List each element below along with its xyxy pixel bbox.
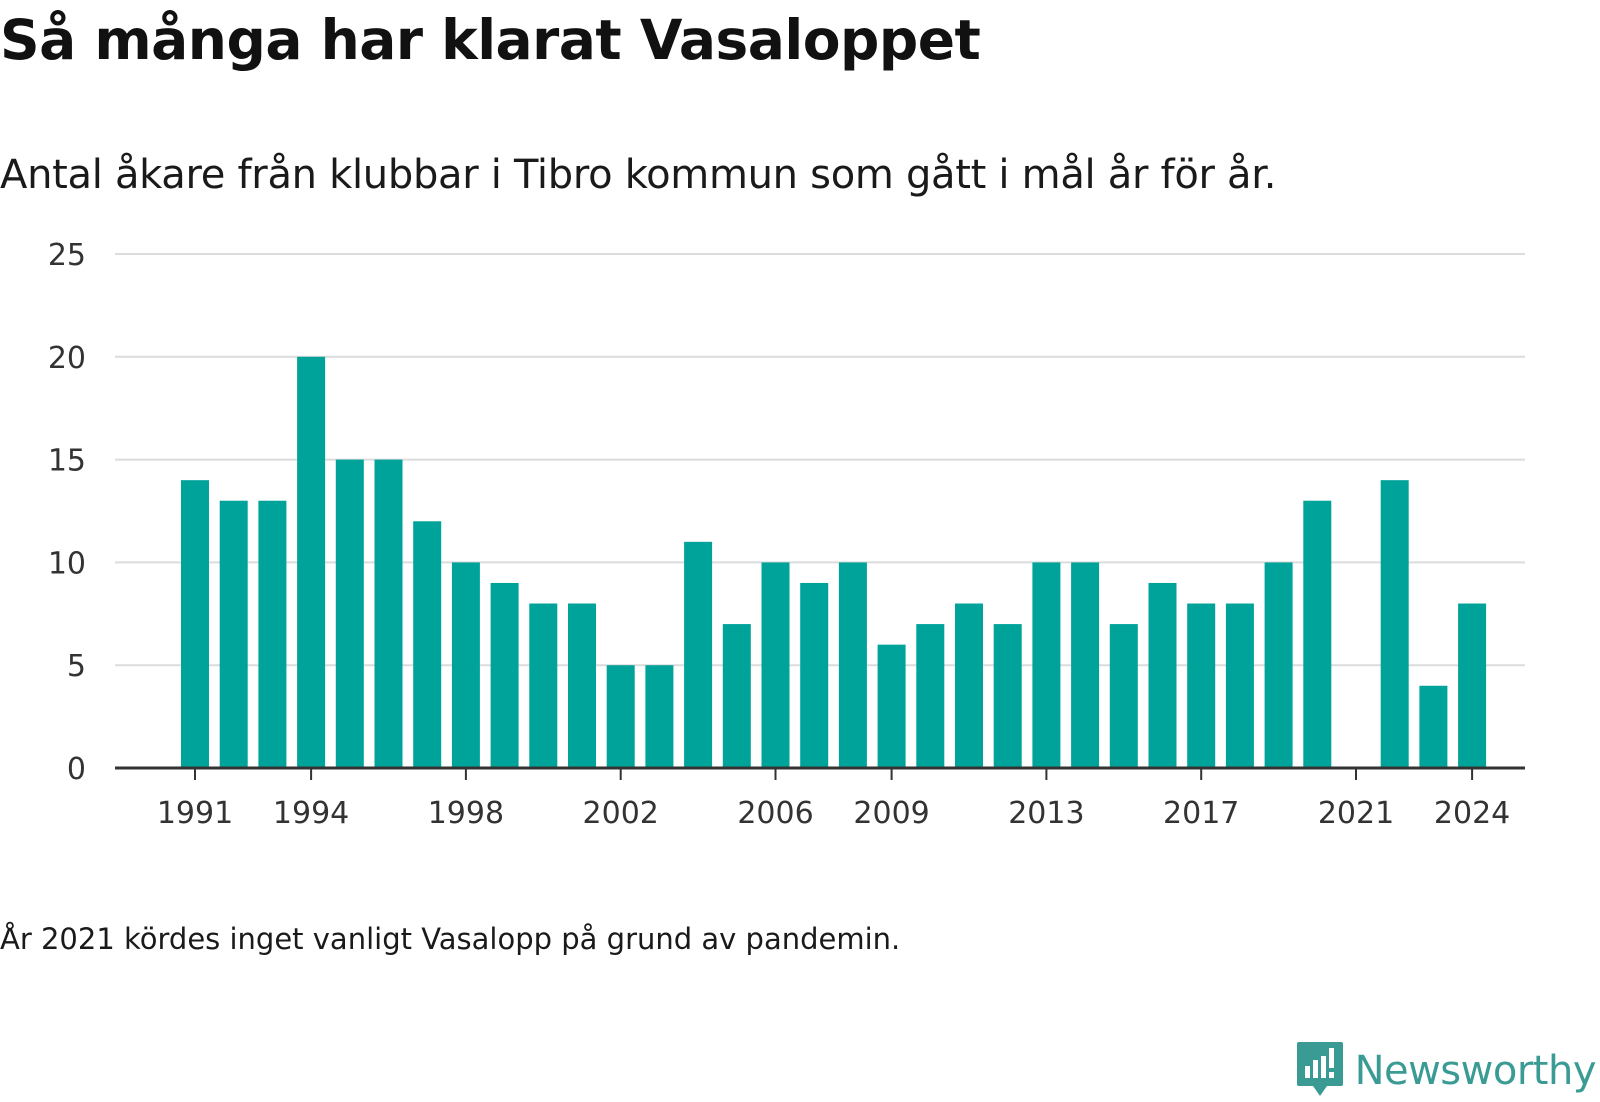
bar-2022 [1380,480,1409,768]
newsworthy-logo-icon [1295,1040,1345,1102]
bar-2001 [568,603,596,768]
bar-2011 [955,603,983,768]
bar-1995 [335,459,364,768]
y-tick-label: 5 [67,649,86,684]
bar-2024 [1458,603,1487,768]
bar-2000 [529,603,558,768]
bar-1997 [413,521,442,768]
bar-1998 [451,562,480,768]
x-tick-label: 2009 [853,796,929,831]
bar-2004 [684,541,713,768]
footnote: År 2021 kördes inget vanligt Vasalopp på… [0,922,901,956]
bar-2023 [1419,685,1448,768]
bar-chart: 0 5 10 15 20 25 1991 1994 1998 2002 2006 2009 2013 2… [48,238,1525,831]
brand-logo: Newsworthy [1295,1040,1597,1102]
bar-2015 [1109,624,1138,768]
x-axis: 1991 1994 1998 2002 2006 2009 2013 2017 2021 2024 [115,766,1525,831]
bar-2016 [1148,582,1177,768]
bar-1992 [219,500,248,768]
y-tick-label: 0 [67,752,86,787]
y-tick-label: 10 [48,546,86,581]
bar-2003 [645,665,674,768]
bar-1993 [258,500,287,768]
x-tick-label: 2017 [1163,796,1239,831]
x-tick-label: 2024 [1434,796,1510,831]
chart-title: Så många har klarat Vasaloppet [0,8,981,72]
bar-1994 [297,356,326,768]
bar-2009 [877,644,906,768]
bar-2019 [1264,562,1293,768]
x-tick-label: 1998 [428,796,504,831]
chart-subtitle: Antal åkare från klubbar i Tibro kommun … [0,152,1277,198]
bar-2002 [606,665,635,768]
bar-2008 [838,562,867,768]
bar-2010 [916,624,945,768]
bar-2017 [1187,603,1216,768]
x-tick-label: 1991 [157,796,233,831]
x-tick-label: 2021 [1318,796,1394,831]
bar-2020 [1303,500,1332,768]
bar-2005 [722,624,751,768]
y-tick-label: 20 [48,341,86,376]
bar-2006 [761,562,790,768]
y-tick-label: 25 [48,238,86,273]
bars [181,356,1487,768]
bar-2018 [1225,603,1254,768]
bar-1999 [490,582,519,768]
bar-2012 [993,624,1022,768]
bar-2014 [1071,562,1100,768]
x-tick-label: 2006 [737,796,813,831]
bar-1991 [181,480,209,768]
bar-2013 [1032,562,1061,768]
y-tick-label: 15 [48,444,86,479]
bar-2007 [800,582,829,768]
x-tick-label: 2013 [1008,796,1084,831]
y-axis-labels: 0 5 10 15 20 25 [48,238,86,787]
x-tick-label: 2002 [583,796,659,831]
bar-1996 [374,459,403,768]
brand-name: Newsworthy [1354,1048,1597,1094]
x-tick-label: 1994 [273,796,349,831]
